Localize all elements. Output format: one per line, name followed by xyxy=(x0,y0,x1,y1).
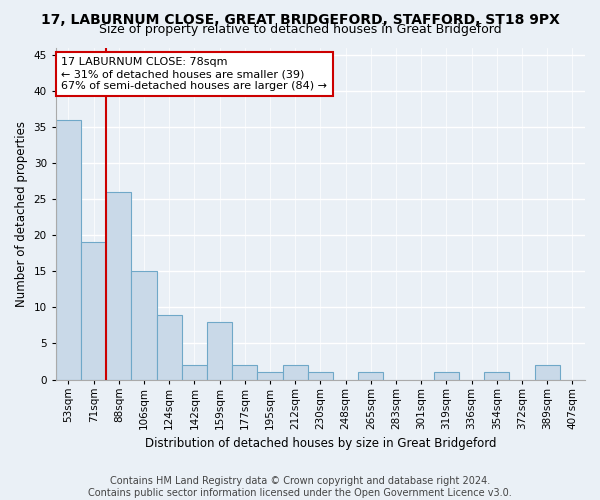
Bar xyxy=(157,314,182,380)
Bar xyxy=(81,242,106,380)
X-axis label: Distribution of detached houses by size in Great Bridgeford: Distribution of detached houses by size … xyxy=(145,437,496,450)
Bar xyxy=(434,372,459,380)
Text: 17, LABURNUM CLOSE, GREAT BRIDGEFORD, STAFFORD, ST18 9PX: 17, LABURNUM CLOSE, GREAT BRIDGEFORD, ST… xyxy=(41,12,559,26)
Bar xyxy=(535,365,560,380)
Bar xyxy=(232,365,257,380)
Text: 17 LABURNUM CLOSE: 78sqm
← 31% of detached houses are smaller (39)
67% of semi-d: 17 LABURNUM CLOSE: 78sqm ← 31% of detach… xyxy=(61,58,327,90)
Bar xyxy=(106,192,131,380)
Bar xyxy=(308,372,333,380)
Y-axis label: Number of detached properties: Number of detached properties xyxy=(15,120,28,306)
Bar xyxy=(56,120,81,380)
Bar xyxy=(182,365,207,380)
Bar xyxy=(358,372,383,380)
Text: Contains HM Land Registry data © Crown copyright and database right 2024.
Contai: Contains HM Land Registry data © Crown c… xyxy=(88,476,512,498)
Bar xyxy=(257,372,283,380)
Bar xyxy=(283,365,308,380)
Bar xyxy=(207,322,232,380)
Bar xyxy=(484,372,509,380)
Bar xyxy=(131,272,157,380)
Text: Size of property relative to detached houses in Great Bridgeford: Size of property relative to detached ho… xyxy=(98,22,502,36)
